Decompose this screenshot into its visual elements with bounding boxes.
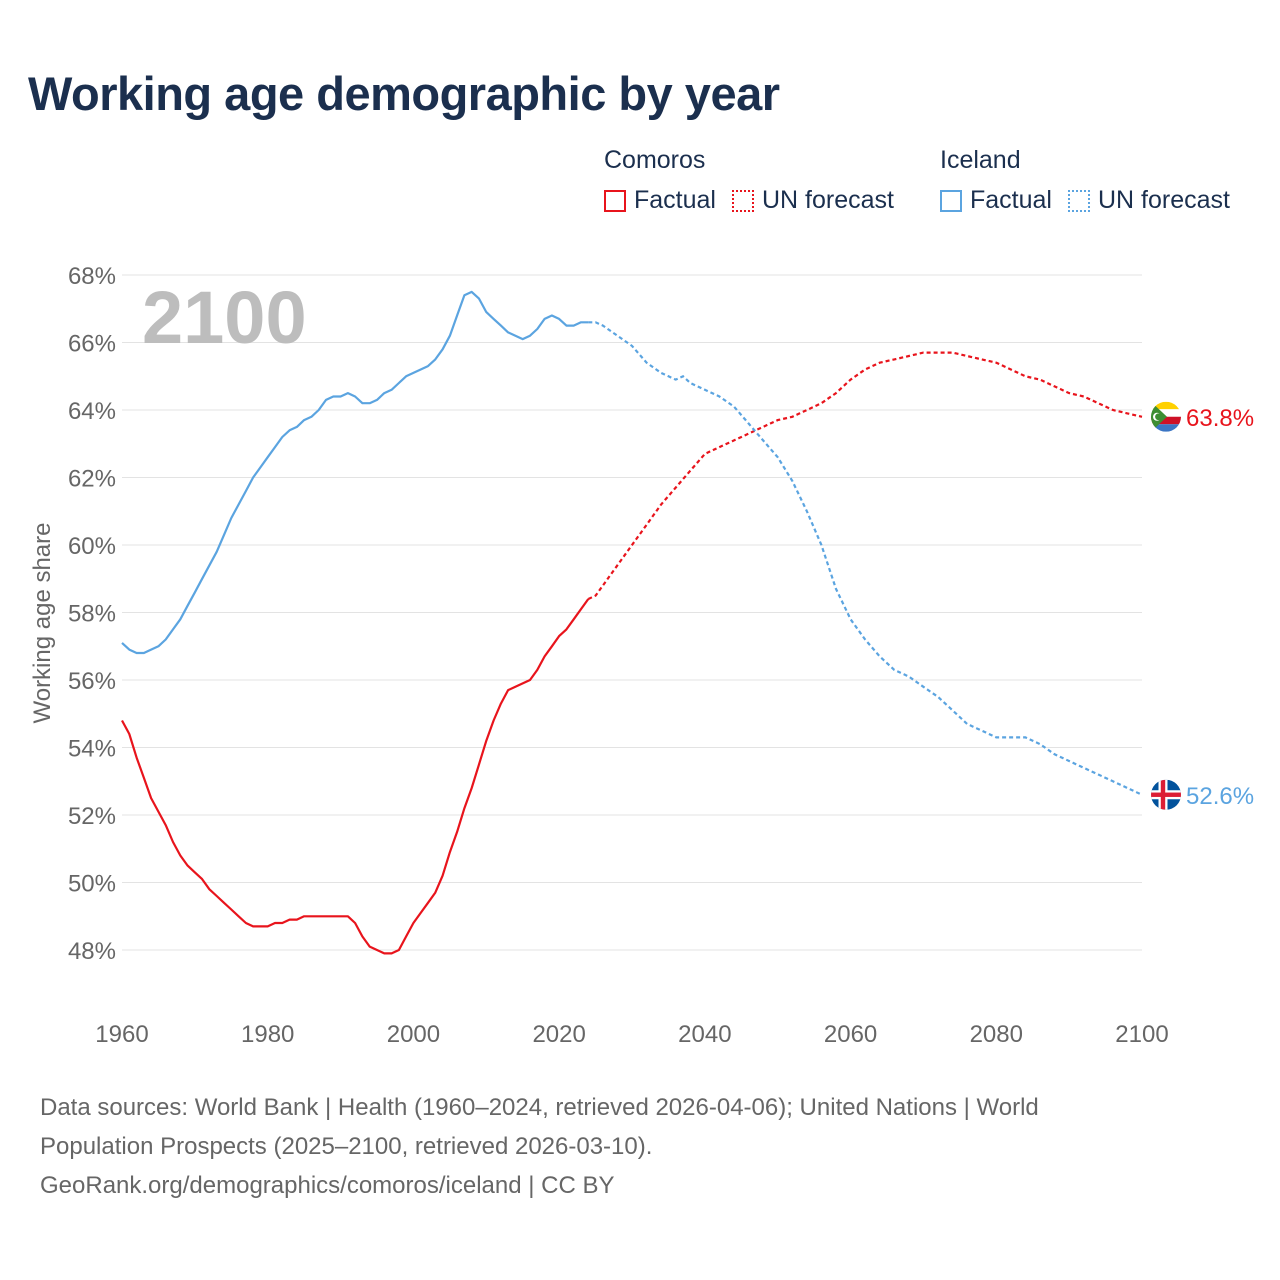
y-tick-label: 54% (68, 736, 116, 763)
y-tick-label: 56% (68, 668, 116, 695)
y-tick-label: 66% (68, 331, 116, 358)
y-tick-label: 60% (68, 533, 116, 560)
flag-cross-red-v (1160, 779, 1166, 810)
y-tick-label: 52% (68, 803, 116, 830)
series-lines (121, 290, 1143, 955)
legend-swatch-solid (940, 189, 962, 212)
footer-sources-line-2: Population Prospects (2025–2100, retriev… (40, 1133, 653, 1160)
legend-label: Factual (970, 186, 1052, 214)
flag-cross-red-h (1151, 792, 1181, 797)
y-tick-label: 48% (68, 938, 116, 965)
grid (122, 274, 1142, 951)
series-line-iceland-forecast (588, 321, 1143, 796)
year-watermark: 2100 (142, 276, 307, 359)
end-value-label-iceland: 52.6% (1186, 783, 1254, 810)
flag-stripe (1151, 416, 1181, 425)
legend-label: Factual (634, 186, 716, 214)
legend-country-name: Comoros (604, 146, 706, 174)
y-tick-label: 64% (68, 398, 116, 425)
legend-group-iceland: Iceland Factual UN forecast (940, 144, 1246, 215)
legend-item-iceland-forecast[interactable]: UN forecast (1067, 186, 1230, 215)
y-tick-label: 58% (68, 601, 116, 628)
chart-title: Working age demographic by year (28, 67, 780, 120)
x-tick-label: 2040 (678, 1021, 731, 1048)
legend-label: UN forecast (1097, 186, 1230, 214)
flag-comoros-icon (1151, 401, 1181, 432)
series-line-comoros-forecast (587, 351, 1143, 600)
footer-sources-line-1: Data sources: World Bank | Health (1960–… (40, 1094, 1039, 1121)
x-tick-label: 1960 (95, 1021, 148, 1048)
flag-stripe (1151, 409, 1181, 417)
flag-fill (1151, 401, 1181, 432)
legend-group-comoros: Comoros Factual UN forecast (604, 144, 910, 215)
legend-swatch-solid (604, 189, 626, 212)
legend-label: UN forecast (761, 186, 894, 214)
legend-item-comoros-forecast[interactable]: UN forecast (731, 186, 894, 215)
line-chart: 48%50%52%54%56%58%60%62%64%66%68% 1960 19… (29, 263, 1254, 1048)
legend-swatch-dotted (731, 189, 754, 212)
y-axis-label: Working age share (29, 523, 56, 724)
series-end-markers: 63.8% 52.6% (1151, 401, 1254, 810)
legend-item-iceland-factual[interactable]: Factual (940, 186, 1052, 215)
series-line-comoros-factual (121, 598, 590, 955)
x-tick-label: 2020 (532, 1021, 585, 1048)
y-tick-label: 62% (68, 466, 116, 493)
footer-link[interactable]: GeoRank.org/demographics/comoros/iceland… (40, 1172, 615, 1199)
x-tick-label: 1980 (241, 1021, 294, 1048)
flag-iceland-icon (1151, 779, 1181, 810)
x-tick-label: 2100 (1115, 1021, 1168, 1048)
footer: Data sources: World Bank | Health (1960–… (40, 1088, 1240, 1205)
legend-item-comoros-factual[interactable]: Factual (604, 186, 716, 215)
x-tick-label: 2060 (824, 1021, 877, 1048)
legend-country-name: Iceland (940, 146, 1021, 174)
x-tick-label: 2080 (970, 1021, 1023, 1048)
x-axis-ticks: 1960 1980 2000 2020 2040 2060 2080 2100 (95, 1021, 1168, 1048)
series-line-iceland-factual (121, 290, 589, 655)
y-tick-label: 50% (68, 871, 116, 898)
flag-stripe (1151, 424, 1181, 432)
y-tick-label: 68% (68, 263, 116, 290)
y-axis-ticks: 48% 50% 52% 54% 56% 58% 60% 62% 64% 66% 68% (68, 263, 116, 965)
x-tick-label: 2000 (387, 1021, 440, 1048)
end-value-label-comoros: 63.8% (1186, 405, 1254, 432)
flag-stripe (1151, 401, 1181, 410)
legend-swatch-dotted (1067, 189, 1090, 212)
flag-crescent-cut (1155, 413, 1162, 421)
flag-fill (1151, 779, 1181, 810)
